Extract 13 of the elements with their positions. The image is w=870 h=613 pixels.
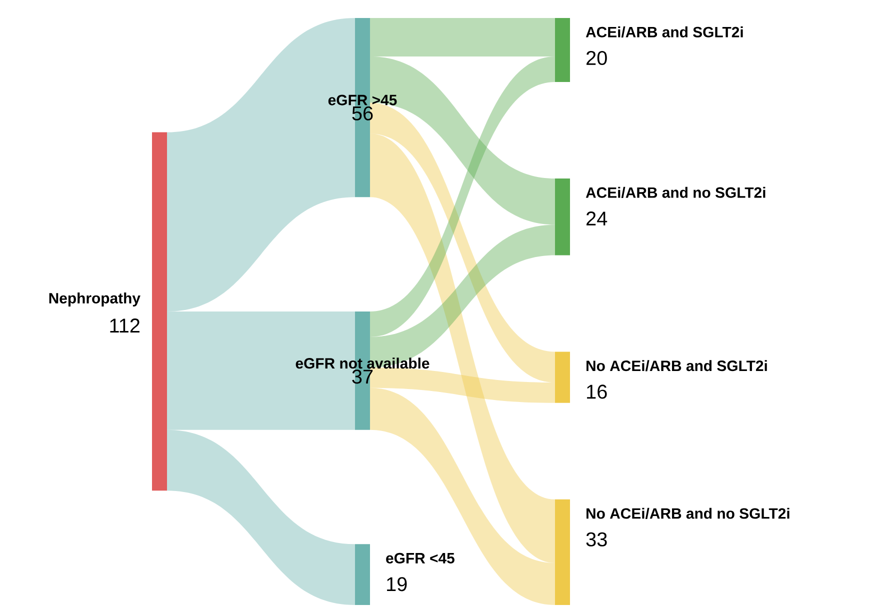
data-label: 112 bbox=[110, 318, 140, 332]
category-label: No ACEi/ARB and no SGLT2i bbox=[586, 508, 790, 519]
category-label: ACEi/ARB and no SGLT2i bbox=[586, 186, 766, 198]
data-label: 33 bbox=[586, 532, 607, 546]
category-label: eGFR >45 bbox=[328, 94, 397, 106]
data-label: 20 bbox=[586, 50, 607, 66]
category-label: No ACEi/ARB and SGLT2i bbox=[586, 360, 767, 372]
data-label: 16 bbox=[587, 384, 607, 399]
category-label: Nephropathy bbox=[49, 292, 140, 306]
data-label: 24 bbox=[586, 212, 608, 226]
category-label: eGFR <45 bbox=[386, 552, 454, 564]
data-label: 19 bbox=[387, 577, 407, 592]
category-label: ACEi/ARB and SGLT2i bbox=[586, 26, 743, 38]
